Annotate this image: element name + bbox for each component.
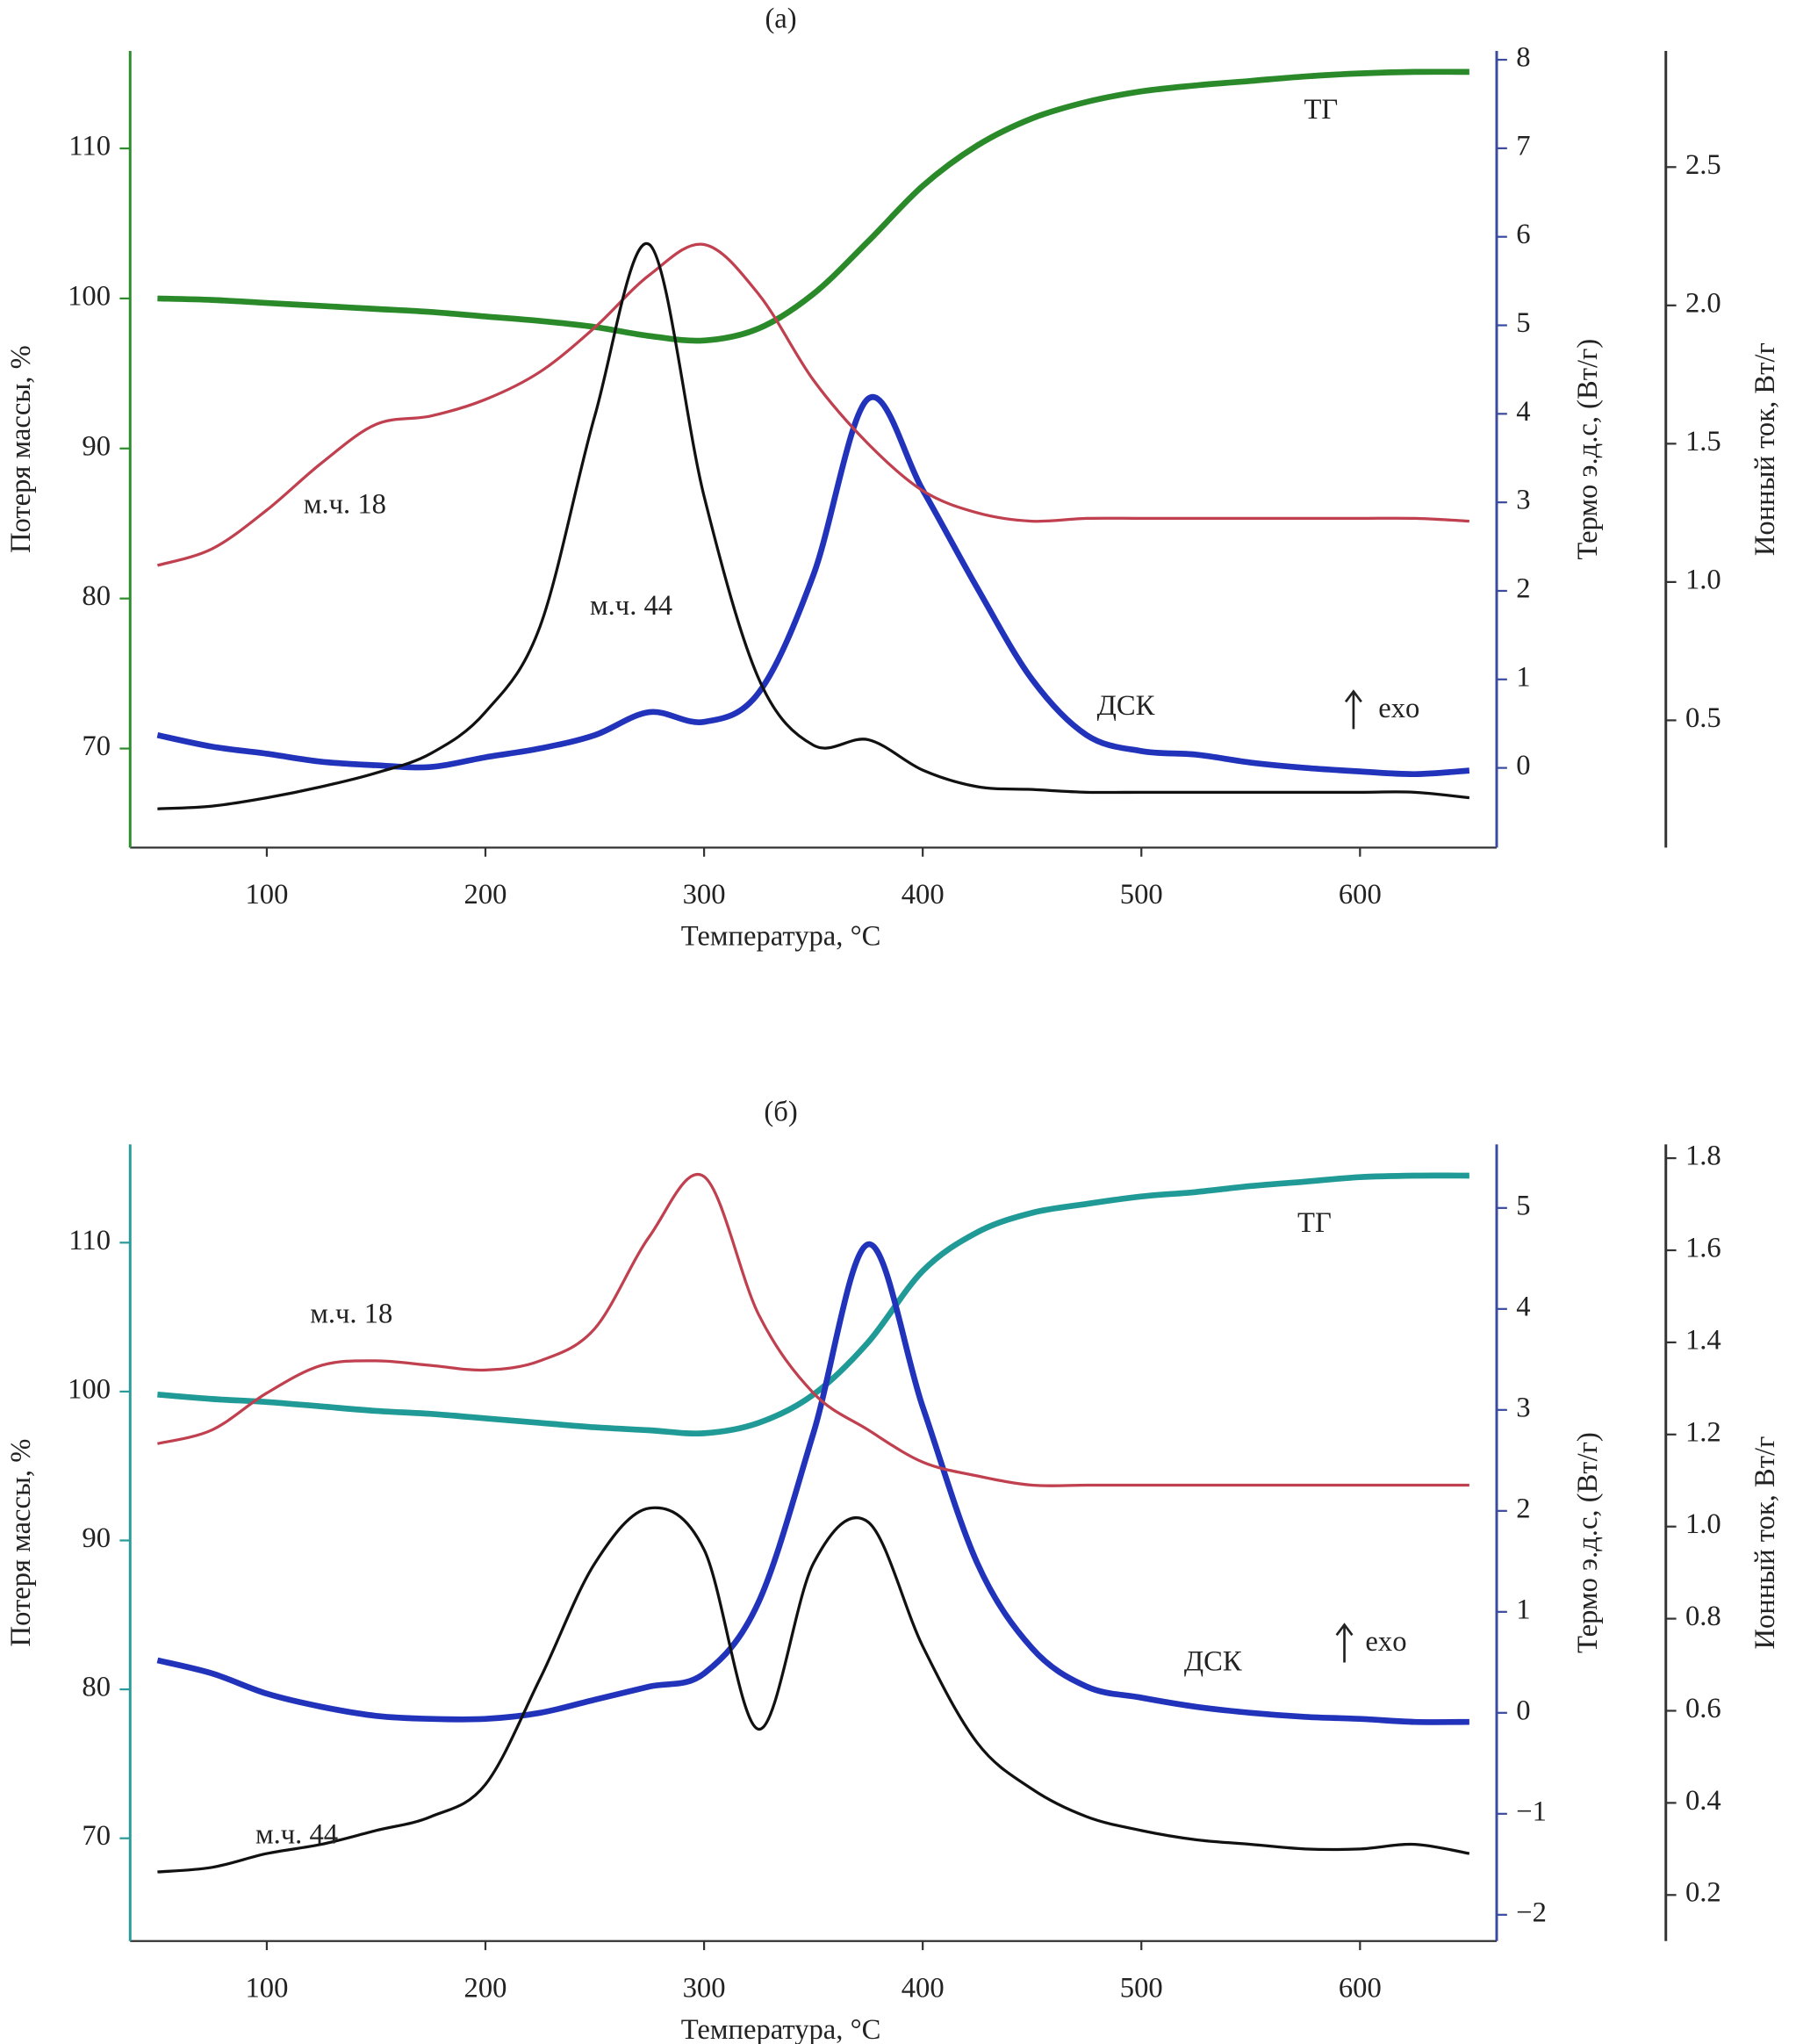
series-label: ДСК [1184, 1645, 1242, 1677]
y3-axis-title: Ионный ток, Вт/г [1749, 1436, 1781, 1650]
y3-tick-label: 1.2 [1685, 1416, 1721, 1448]
annotation: exo [1365, 1626, 1406, 1658]
data-line [157, 1506, 1470, 1874]
series-label: ДСК [1097, 690, 1155, 722]
y2-tick-label: −1 [1516, 1796, 1547, 1827]
series-label: м.ч. 44 [255, 1819, 338, 1851]
y-tick-label: 80 [82, 580, 111, 612]
data-line [157, 68, 1469, 344]
x-tick-label: 100 [245, 1973, 288, 2004]
y2-tick-label: 0 [1516, 750, 1530, 781]
y2-tick-label: 0 [1516, 1695, 1530, 1726]
y2-tick-label: 6 [1516, 219, 1530, 250]
y2-tick-label: 1 [1516, 1594, 1530, 1625]
y2-tick-label: 1 [1516, 661, 1530, 693]
panel-title: (б) [764, 1097, 797, 1128]
x-tick-label: 500 [1120, 1973, 1163, 2004]
y2-tick-label: 2 [1516, 572, 1530, 604]
y3-tick-label: 1.6 [1685, 1232, 1721, 1263]
data-line [156, 1173, 1469, 1487]
y3-tick-label: 2.5 [1685, 149, 1721, 181]
data-line [157, 241, 1470, 810]
panel-title: (а) [765, 3, 796, 34]
y2-tick-label: 4 [1516, 396, 1530, 428]
y3-tick-label: 0.5 [1685, 702, 1721, 734]
x-tick-label: 500 [1120, 879, 1163, 910]
y3-tick-label: 0.4 [1685, 1785, 1721, 1817]
x-tick-label: 200 [464, 1973, 507, 2004]
y-axis-title: Потеря массы, % [5, 1439, 37, 1647]
y3-tick-label: 2.0 [1685, 287, 1721, 319]
panel: (б) 100 200 300 400 500 600 Температура, °C 70 80… [5, 1097, 1781, 2044]
exo-arrow [1335, 1623, 1354, 1663]
series-label: ТГ [1297, 1207, 1332, 1239]
series-label: м.ч. 18 [304, 488, 386, 520]
y3-tick-label: 1.5 [1685, 426, 1721, 457]
y2-axis-title: Термо э.д.с, (Вт/г) [1572, 1432, 1604, 1653]
y3-tick-label: 1.0 [1685, 564, 1721, 595]
x-axis-title: Температура, °C [681, 2014, 881, 2044]
exo-arrow [1344, 689, 1362, 730]
y-tick-label: 70 [82, 731, 111, 762]
y2-tick-label: 3 [1516, 485, 1530, 516]
x-tick-label: 400 [902, 1973, 945, 2004]
x-tick-label: 100 [245, 879, 288, 910]
data-line [156, 1241, 1469, 1725]
y-axis-title: Потеря массы, % [5, 345, 37, 553]
y-tick-label: 70 [82, 1820, 111, 1852]
y2-tick-label: −2 [1516, 1896, 1547, 1928]
annotation: exo [1378, 693, 1419, 724]
series-label: ТГ [1304, 94, 1338, 126]
x-tick-label: 300 [683, 879, 726, 910]
y2-tick-label: 4 [1516, 1291, 1530, 1322]
series-label: м.ч. 44 [590, 590, 672, 622]
y3-tick-label: 1.4 [1685, 1324, 1721, 1356]
data-line [156, 393, 1470, 777]
series-label: м.ч. 18 [310, 1299, 392, 1330]
y2-axis-title: Термо э.д.с, (Вт/г) [1572, 339, 1604, 560]
y2-tick-label: 8 [1516, 42, 1530, 74]
y3-axis-title: Ионный ток, Вт/г [1749, 342, 1781, 556]
y-tick-label: 90 [82, 1522, 111, 1554]
x-tick-label: 400 [902, 879, 945, 910]
x-axis-title: Температура, °C [681, 921, 881, 953]
y-tick-label: 100 [68, 1373, 111, 1405]
x-tick-label: 300 [683, 1973, 726, 2004]
x-tick-label: 200 [464, 879, 507, 910]
y3-tick-label: 1.0 [1685, 1508, 1721, 1540]
y-tick-label: 90 [82, 430, 111, 462]
y-tick-label: 110 [68, 1225, 111, 1256]
y3-tick-label: 0.8 [1685, 1601, 1721, 1632]
y2-tick-label: 7 [1516, 130, 1530, 162]
y-tick-label: 100 [68, 280, 111, 312]
y3-tick-label: 0.2 [1685, 1877, 1721, 1909]
x-tick-label: 600 [1339, 879, 1382, 910]
y2-tick-label: 2 [1516, 1493, 1530, 1524]
y2-tick-label: 5 [1516, 1190, 1530, 1221]
y2-tick-label: 3 [1516, 1392, 1530, 1423]
y2-tick-label: 5 [1516, 307, 1530, 339]
y3-tick-label: 1.8 [1685, 1141, 1721, 1172]
x-tick-label: 600 [1339, 1973, 1382, 2004]
y-tick-label: 80 [82, 1672, 111, 1703]
y-tick-label: 110 [68, 131, 111, 162]
y3-tick-label: 0.6 [1685, 1693, 1721, 1724]
data-line [156, 242, 1469, 567]
